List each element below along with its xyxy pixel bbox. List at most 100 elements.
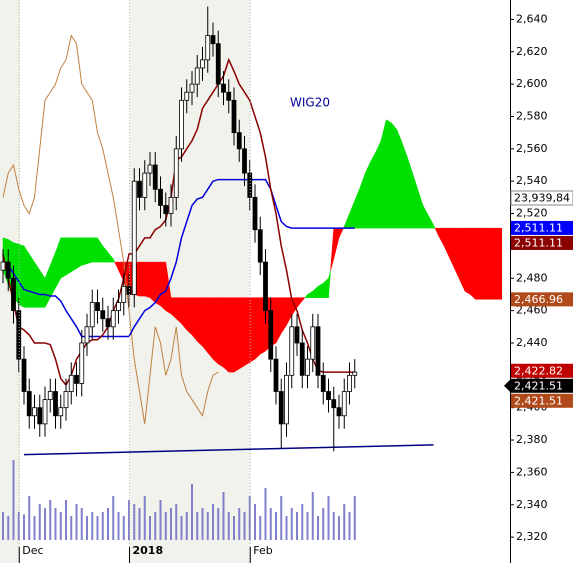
- volume-bar: [44, 508, 46, 540]
- candle-body: [21, 358, 27, 392]
- cloud-segment: [470, 227, 476, 300]
- cloud-segment: [176, 297, 182, 325]
- volume-bar: [269, 508, 272, 540]
- volume-bar: [338, 516, 340, 540]
- price-badge: [511, 378, 573, 393]
- candle-body: [11, 277, 16, 312]
- volume-bar: [285, 516, 288, 540]
- cloud-segment: [60, 237, 67, 279]
- candle-body: [226, 91, 232, 101]
- cloud-segment: [197, 297, 203, 347]
- cloud-segment: [302, 297, 306, 302]
- candle-body: [210, 35, 216, 45]
- volume-bar: [238, 508, 241, 540]
- candle-body: [194, 67, 200, 85]
- candle-body: [168, 196, 174, 214]
- volume-bar: [70, 516, 73, 540]
- candle-body: [347, 374, 352, 392]
- cloud-segment: [254, 297, 261, 360]
- candle-body: [310, 326, 316, 360]
- cloud-segment: [92, 237, 98, 263]
- cloud-segment: [212, 297, 219, 365]
- cloud-segment: [160, 261, 166, 312]
- candle-body: [242, 148, 247, 174]
- volume-bar: [311, 492, 314, 540]
- volume-bar: [259, 516, 262, 540]
- volume-bar: [159, 500, 162, 540]
- cloud-segment: [202, 297, 208, 354]
- y-tick-label: 2,600: [516, 77, 548, 90]
- candle-body: [79, 342, 85, 384]
- price-badge: [511, 220, 573, 235]
- candle-body: [326, 391, 331, 401]
- candle-body: [200, 59, 205, 69]
- volume-bar: [107, 508, 109, 540]
- cloud-segment: [233, 297, 240, 373]
- cloud-segment: [76, 237, 82, 270]
- volume-bar: [191, 484, 193, 540]
- volume-bar: [233, 516, 235, 540]
- y-tick-label: 2,320: [516, 530, 548, 543]
- candle-body: [305, 358, 310, 376]
- cloud-segment: [485, 227, 492, 300]
- y-tick-label: 2,340: [516, 498, 548, 511]
- candle-body: [89, 302, 95, 328]
- volume-bar: [317, 516, 319, 540]
- cloud-segment: [480, 227, 487, 300]
- volume-bar: [117, 512, 120, 540]
- candle-body: [95, 302, 100, 312]
- cloud-segment: [365, 161, 371, 229]
- cloud-segment: [186, 297, 193, 336]
- cloud-segment: [81, 237, 88, 266]
- candle-body: [137, 180, 142, 198]
- volume-bar: [301, 504, 304, 540]
- candle-body: [184, 91, 190, 101]
- volume-bar: [327, 496, 330, 540]
- cloud-segment: [65, 237, 72, 276]
- cloud-segment: [464, 227, 471, 295]
- x-tick-label: Feb: [253, 544, 272, 557]
- volume-bar: [254, 504, 256, 540]
- candle-body: [116, 302, 121, 312]
- y-tick-label: 2,380: [516, 433, 548, 446]
- candle-body: [179, 99, 184, 150]
- candle-body: [215, 43, 221, 85]
- cloud-segment: [223, 297, 229, 373]
- price-badge-label: 2,511.11: [514, 236, 563, 249]
- cloud-segment: [71, 237, 77, 273]
- volume-bar: [80, 508, 83, 540]
- volume-bar: [49, 500, 52, 540]
- candle-body: [352, 371, 358, 376]
- cloud-segment: [34, 261, 40, 308]
- candle-body: [5, 261, 11, 279]
- volume-bar: [290, 508, 293, 540]
- volume-badge-label: 23,939,84: [514, 192, 570, 205]
- cloud-segment: [239, 297, 245, 370]
- chart-title: WIG20: [290, 96, 330, 110]
- volume-bar: [143, 496, 146, 540]
- cloud-segment: [86, 237, 93, 265]
- price-badge-label: 2,421.51: [514, 379, 563, 392]
- candle-body: [284, 374, 289, 425]
- volume-bar: [164, 512, 167, 540]
- candle-body: [163, 205, 169, 214]
- volume-bar: [222, 492, 225, 540]
- cloud-segment: [459, 227, 466, 292]
- price-badge-label: 2,422.82: [514, 364, 563, 377]
- volume-bar: [96, 516, 99, 540]
- cloud-segment: [375, 140, 382, 229]
- candle-body: [47, 391, 53, 401]
- candle-body: [331, 399, 337, 409]
- candle-body: [294, 326, 300, 344]
- candle-body: [68, 374, 74, 392]
- price-badge: [511, 292, 573, 307]
- y-tick-label: 2,580: [516, 109, 548, 122]
- volume-bar: [138, 508, 141, 540]
- cloud-segment: [139, 261, 145, 297]
- volume-badge: [510, 190, 573, 206]
- y-tick-label: 2,640: [516, 12, 548, 25]
- volume-bar: [23, 514, 25, 540]
- cloud-segment: [113, 258, 116, 263]
- volume-bar: [2, 512, 4, 540]
